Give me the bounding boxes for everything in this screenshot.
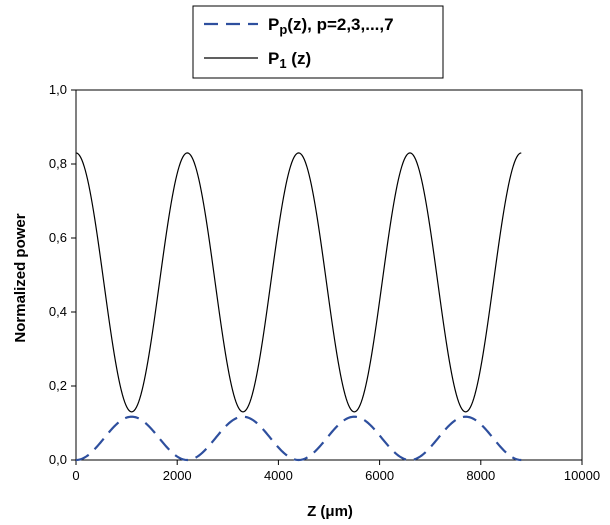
y-axis-title: Normalized power: [12, 213, 29, 342]
x-tick-label: 8000: [466, 468, 495, 483]
y-tick-label: 0,2: [49, 378, 67, 393]
plot-lines: [75, 152, 522, 462]
y-tick-label: 0,4: [49, 304, 67, 319]
legend: Pp(z), p=2,3,...,7 P1 (z): [192, 5, 444, 79]
x-axis-title: Z (μm): [307, 503, 353, 520]
legend-entry-pp: Pp(z), p=2,3,...,7: [268, 15, 394, 37]
legend-entry-p1: P1 (z): [268, 49, 311, 71]
x-tick-label: 6000: [365, 468, 394, 483]
y-tick-label: 0,6: [49, 230, 67, 245]
axes: 0 2000 4000 6000 8000 10000 0,0 0,2 0,4 0,6 0,8 1,0: [49, 82, 600, 483]
y-tick-label: 1,0: [49, 82, 67, 97]
x-tick-label: 2000: [163, 468, 192, 483]
series-line-p1: [75, 152, 522, 413]
x-tick-label: 10000: [564, 468, 600, 483]
series-line-pp: [75, 415, 522, 462]
plot-frame: [75, 89, 583, 461]
legend-box: [192, 5, 444, 79]
y-tick-label: 0,8: [49, 156, 67, 171]
x-tick-label: 4000: [264, 468, 293, 483]
x-tick-label: 0: [72, 468, 79, 483]
y-tick-label: 0,0: [49, 452, 67, 467]
